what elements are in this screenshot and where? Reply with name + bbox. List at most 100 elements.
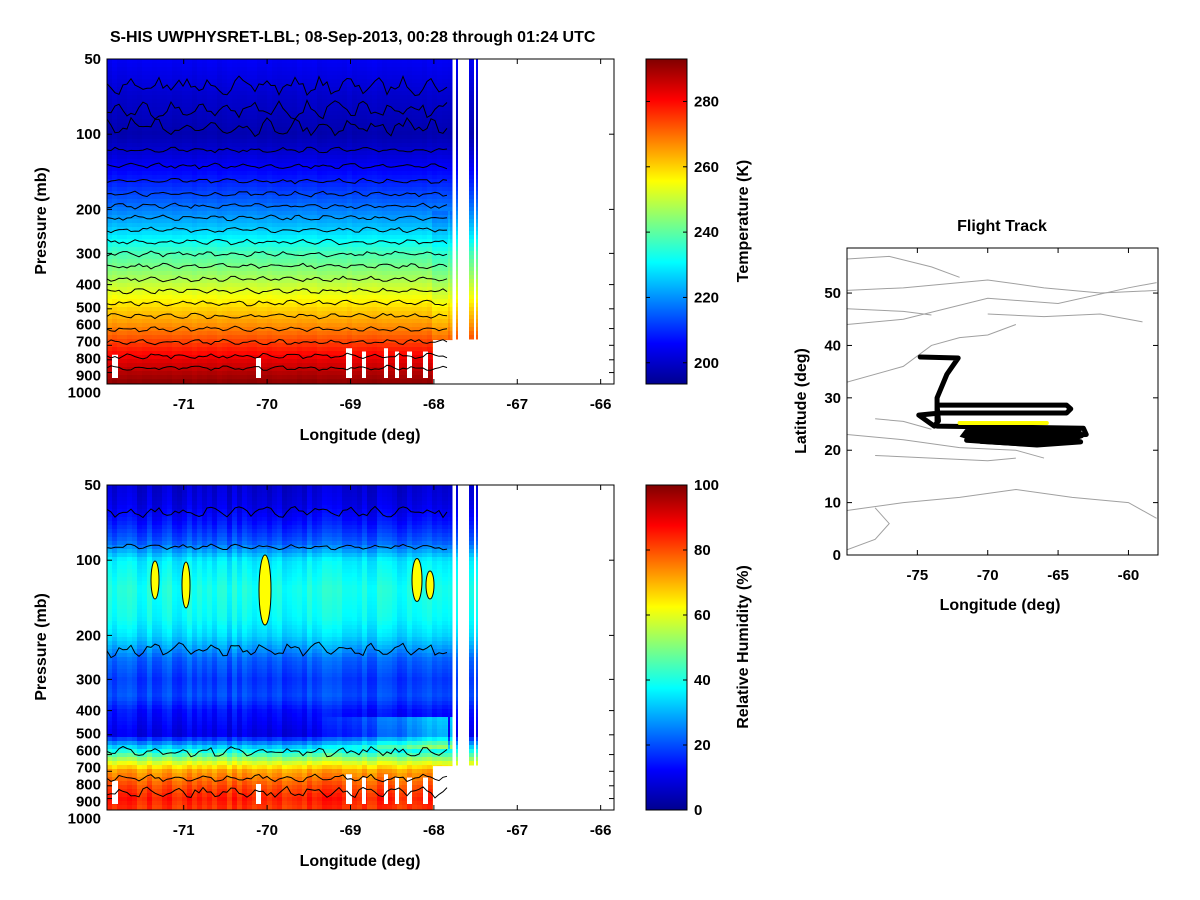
heatmap-cell	[182, 131, 188, 136]
heatmap-cell	[437, 87, 443, 92]
heatmap-cell	[207, 271, 213, 276]
heatmap-cell	[417, 219, 423, 224]
heatmap-cell	[117, 119, 123, 124]
heatmap-cell	[272, 283, 278, 288]
heatmap-cell	[287, 119, 293, 124]
heatmap-cell	[242, 159, 248, 164]
heatmap-cell	[362, 151, 368, 156]
heatmap-cell	[327, 315, 333, 320]
heatmap-cell	[412, 151, 418, 156]
heatmap-cell	[332, 275, 338, 280]
heatmap-cell	[217, 155, 223, 160]
heatmap-cell	[342, 175, 348, 180]
heatmap-cell	[252, 163, 258, 168]
heatmap-cell	[437, 315, 443, 320]
heatmap-cell	[407, 219, 413, 224]
heatmap-cell	[232, 195, 238, 200]
heatmap-cell	[402, 155, 408, 160]
heatmap-cell	[422, 315, 428, 320]
heatmap-cell	[227, 327, 233, 332]
heatmap-cell	[327, 143, 333, 148]
heatmap-cell	[327, 211, 333, 216]
heatmap-cell	[352, 267, 358, 272]
heatmap-cell	[282, 75, 288, 80]
heatmap-cell	[392, 183, 398, 188]
heatmap-cell	[272, 151, 278, 156]
heatmap-cell	[142, 143, 148, 148]
heatmap-cell	[317, 63, 323, 68]
heatmap-cell	[407, 127, 413, 132]
heatmap-cell	[282, 111, 288, 116]
heatmap-cell	[207, 231, 213, 236]
heatmap-cell	[242, 107, 248, 112]
heatmap-cell	[287, 235, 293, 240]
heatmap-cell	[327, 307, 333, 312]
heatmap-cell	[307, 147, 313, 152]
heatmap-cell	[392, 279, 398, 284]
heatmap-cell	[292, 115, 298, 120]
heatmap-cell	[337, 151, 343, 156]
heatmap-cell	[282, 299, 288, 304]
heatmap-cell	[392, 187, 398, 192]
heatmap-cell	[277, 283, 283, 288]
heatmap-cell	[377, 315, 383, 320]
heatmap-cell	[432, 291, 438, 296]
heatmap-cell	[402, 75, 408, 80]
heatmap-cell	[392, 119, 398, 124]
heatmap-cell	[352, 175, 358, 180]
heatmap-cell	[387, 79, 393, 84]
heatmap-cell	[272, 223, 278, 228]
heatmap-cell	[277, 311, 283, 316]
heatmap-cell	[437, 123, 443, 128]
heatmap-cell	[122, 247, 128, 252]
heatmap-cell	[217, 71, 223, 76]
heatmap-cell	[412, 207, 418, 212]
heatmap-cell	[247, 71, 253, 76]
heatmap-cell	[237, 159, 243, 164]
heatmap-cell	[292, 255, 298, 260]
heatmap-cell	[282, 223, 288, 228]
heatmap-cell	[212, 111, 218, 116]
heatmap-cell	[157, 247, 163, 252]
heatmap-cell	[247, 111, 253, 116]
heatmap-cell	[337, 279, 343, 284]
heatmap-cell	[312, 155, 318, 160]
heatmap-cell	[322, 303, 328, 308]
heatmap-cell	[262, 223, 268, 228]
heatmap-cell	[182, 231, 188, 236]
heatmap-cell	[277, 299, 283, 304]
heatmap-cell	[377, 131, 383, 136]
heatmap-cell	[142, 215, 148, 220]
heatmap-cell	[322, 335, 328, 340]
heatmap-cell	[292, 159, 298, 164]
heatmap-cell	[282, 343, 288, 348]
heatmap-cell	[257, 315, 263, 320]
heatmap-cell	[272, 67, 278, 72]
heatmap-cell	[337, 287, 343, 292]
heatmap-cell	[327, 275, 333, 280]
heatmap-cell	[222, 275, 228, 280]
heatmap-cell	[167, 119, 173, 124]
heatmap-cell	[407, 107, 413, 112]
heatmap-cell	[302, 335, 308, 340]
heatmap-cell	[257, 231, 263, 236]
heatmap-cell	[257, 227, 263, 232]
heatmap-cell	[137, 219, 143, 224]
heatmap-cell	[182, 115, 188, 120]
heatmap-cell	[302, 187, 308, 192]
heatmap-cell	[362, 95, 368, 100]
heatmap-cell	[432, 331, 438, 336]
heatmap-cell	[322, 275, 328, 280]
heatmap-cell	[217, 315, 223, 320]
heatmap-cell	[257, 175, 263, 180]
heatmap-cell	[252, 119, 258, 124]
heatmap-cell	[262, 67, 268, 72]
heatmap-cell	[257, 95, 263, 100]
heatmap-cell	[372, 271, 378, 276]
heatmap-cell	[127, 83, 133, 88]
heatmap-cell	[397, 315, 403, 320]
heatmap-cell	[142, 107, 148, 112]
heatmap-cell	[257, 131, 263, 136]
heatmap-cell	[302, 223, 308, 228]
heatmap-cell	[282, 315, 288, 320]
